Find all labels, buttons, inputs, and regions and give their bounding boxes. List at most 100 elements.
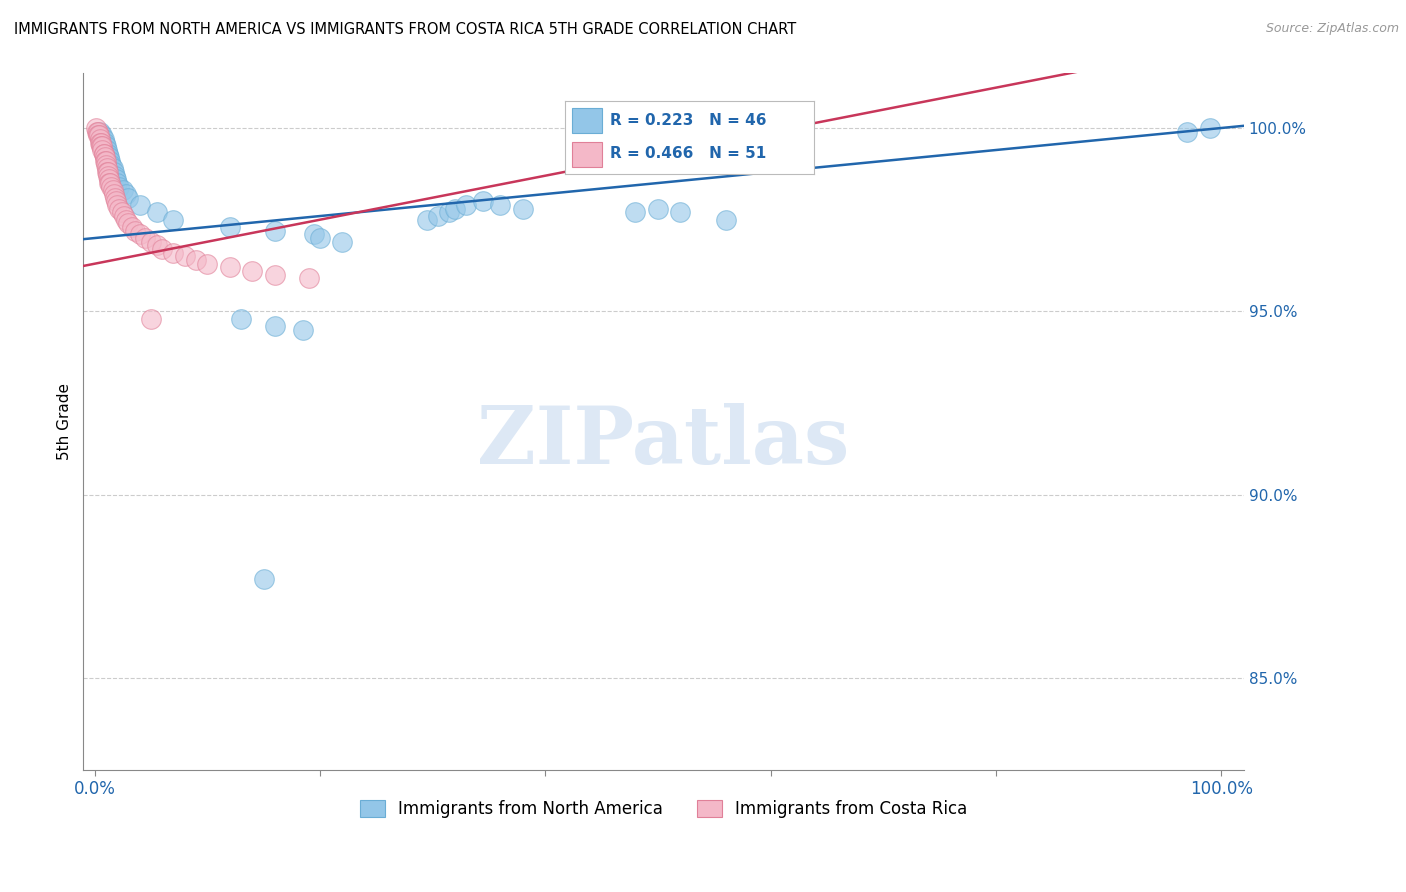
Point	[94, 139, 117, 153]
Point	[103, 187, 125, 202]
Point	[87, 128, 110, 143]
Point	[90, 136, 112, 150]
Point	[427, 209, 450, 223]
Point	[139, 235, 162, 249]
Point	[104, 191, 127, 205]
Point	[93, 146, 115, 161]
Point	[89, 136, 111, 150]
Point	[100, 179, 122, 194]
Point	[456, 198, 478, 212]
Point	[100, 158, 122, 172]
Point	[128, 227, 150, 242]
Point	[128, 198, 150, 212]
Point	[472, 194, 495, 209]
Point	[96, 161, 118, 176]
Point	[93, 154, 115, 169]
Point	[104, 169, 127, 183]
Point	[105, 176, 128, 190]
Point	[218, 220, 240, 235]
Legend: Immigrants from North America, Immigrants from Costa Rica: Immigrants from North America, Immigrant…	[353, 793, 974, 824]
Point	[218, 260, 240, 275]
Point	[439, 205, 461, 219]
Point	[98, 176, 121, 190]
Point	[714, 212, 737, 227]
Point	[332, 235, 354, 249]
Point	[162, 245, 184, 260]
Point	[263, 224, 285, 238]
Point	[139, 311, 162, 326]
Point	[90, 139, 112, 153]
Point	[263, 268, 285, 282]
Point	[184, 253, 207, 268]
Point	[309, 231, 332, 245]
Point	[115, 212, 138, 227]
Text: IMMIGRANTS FROM NORTH AMERICA VS IMMIGRANTS FROM COSTA RICA 5TH GRADE CORRELATIO: IMMIGRANTS FROM NORTH AMERICA VS IMMIGRA…	[14, 22, 796, 37]
Point	[117, 216, 139, 230]
Point	[229, 311, 252, 326]
Point	[110, 205, 132, 219]
Point	[108, 179, 131, 194]
Point	[84, 121, 107, 136]
Point	[1177, 125, 1199, 139]
Point	[94, 154, 117, 169]
Point	[97, 165, 120, 179]
Point	[624, 205, 647, 219]
Point	[162, 212, 184, 227]
Text: Source: ZipAtlas.com: Source: ZipAtlas.com	[1265, 22, 1399, 36]
Point	[96, 165, 118, 179]
Point	[86, 125, 108, 139]
Point	[87, 125, 110, 139]
Point	[416, 212, 439, 227]
Point	[252, 572, 274, 586]
Point	[104, 194, 127, 209]
Point	[112, 209, 135, 223]
Point	[444, 202, 467, 216]
Point	[145, 205, 167, 219]
Point	[173, 249, 195, 263]
Point	[97, 169, 120, 183]
Point	[1199, 121, 1222, 136]
Point	[93, 132, 115, 146]
Point	[101, 161, 124, 176]
Point	[93, 146, 115, 161]
Point	[108, 202, 131, 216]
Point	[298, 271, 321, 285]
Point	[98, 172, 121, 186]
Point	[94, 158, 117, 172]
Point	[97, 146, 120, 161]
Point	[96, 143, 118, 157]
Point	[134, 231, 156, 245]
Point	[98, 154, 121, 169]
Point	[150, 242, 173, 256]
Point	[104, 172, 127, 186]
Point	[89, 132, 111, 146]
Point	[145, 238, 167, 252]
Point	[98, 150, 121, 164]
Point	[263, 319, 285, 334]
Point	[98, 176, 121, 190]
Point	[101, 183, 124, 197]
Text: ZIPatlas: ZIPatlas	[478, 403, 849, 482]
Point	[93, 150, 115, 164]
Point	[117, 191, 139, 205]
Point	[111, 183, 134, 197]
Point	[304, 227, 326, 242]
Point	[669, 205, 692, 219]
Point	[115, 187, 138, 202]
Point	[105, 198, 128, 212]
Point	[195, 257, 218, 271]
Point	[103, 165, 125, 179]
Point	[91, 139, 114, 153]
Point	[91, 128, 114, 143]
Point	[240, 264, 263, 278]
Point	[89, 125, 111, 139]
Point	[647, 202, 669, 216]
Point	[121, 220, 143, 235]
Point	[124, 224, 146, 238]
Point	[489, 198, 512, 212]
Point	[91, 143, 114, 157]
Y-axis label: 5th Grade: 5th Grade	[58, 383, 72, 460]
Point	[93, 136, 115, 150]
Point	[512, 202, 534, 216]
Point	[292, 323, 315, 337]
